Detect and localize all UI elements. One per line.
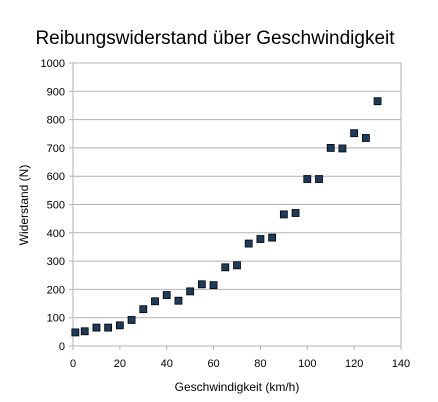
data-point [291, 209, 300, 217]
y-tick-label: 200 [47, 284, 65, 296]
data-point [162, 291, 171, 299]
y-tick-label: 600 [47, 171, 65, 183]
data-point [279, 210, 288, 219]
y-tick-label: 500 [47, 200, 65, 212]
data-point [127, 316, 136, 324]
data-point [151, 297, 159, 306]
x-tick-label: 100 [298, 358, 316, 370]
y-tick-label: 900 [47, 86, 65, 98]
chart-title: Reibungswiderstand über Geschwindigkeit [35, 28, 395, 49]
x-tick-label: 60 [207, 358, 219, 370]
data-point [209, 281, 218, 290]
data-points [71, 97, 382, 337]
y-axis-label: Widerstand (N) [17, 165, 31, 246]
y-tick-label: 100 [47, 313, 65, 325]
x-tick-label: 120 [345, 358, 363, 370]
data-point [326, 143, 335, 152]
y-tick-label: 700 [47, 143, 65, 155]
data-point [244, 239, 253, 248]
data-point [71, 328, 80, 337]
data-point [338, 144, 347, 153]
data-point [197, 280, 206, 289]
data-point [115, 321, 124, 330]
data-point [174, 296, 183, 305]
data-point [373, 97, 382, 106]
data-point [92, 323, 101, 332]
y-tick-label: 400 [47, 228, 65, 240]
y-axis-ticks: 0 100 200 300 400 500 600 700 800 900 1000 [41, 58, 73, 353]
grid-lines [73, 62, 401, 347]
data-point [233, 261, 241, 270]
x-tick-label: 20 [114, 358, 126, 370]
data-point [139, 305, 148, 314]
data-point [350, 129, 359, 138]
data-point [303, 175, 312, 183]
y-tick-label: 0 [59, 341, 65, 353]
x-tick-label: 80 [254, 358, 266, 370]
x-axis-ticks: 0 20 40 60 80 100 120 140 [70, 346, 410, 370]
data-point [104, 323, 113, 332]
data-point [361, 134, 370, 142]
y-tick-label: 1000 [41, 58, 65, 70]
data-point [80, 327, 89, 336]
data-point [221, 263, 230, 272]
x-tick-label: 0 [70, 358, 76, 370]
y-tick-label: 800 [47, 115, 65, 127]
y-tick-label: 300 [47, 256, 65, 268]
data-point [256, 235, 265, 243]
x-axis-label: Geschwindigkeit (km/h) [175, 380, 300, 394]
data-point [268, 233, 277, 242]
x-tick-label: 40 [161, 358, 173, 370]
data-point [186, 287, 195, 296]
x-tick-label: 140 [392, 358, 410, 370]
data-point [315, 175, 323, 183]
